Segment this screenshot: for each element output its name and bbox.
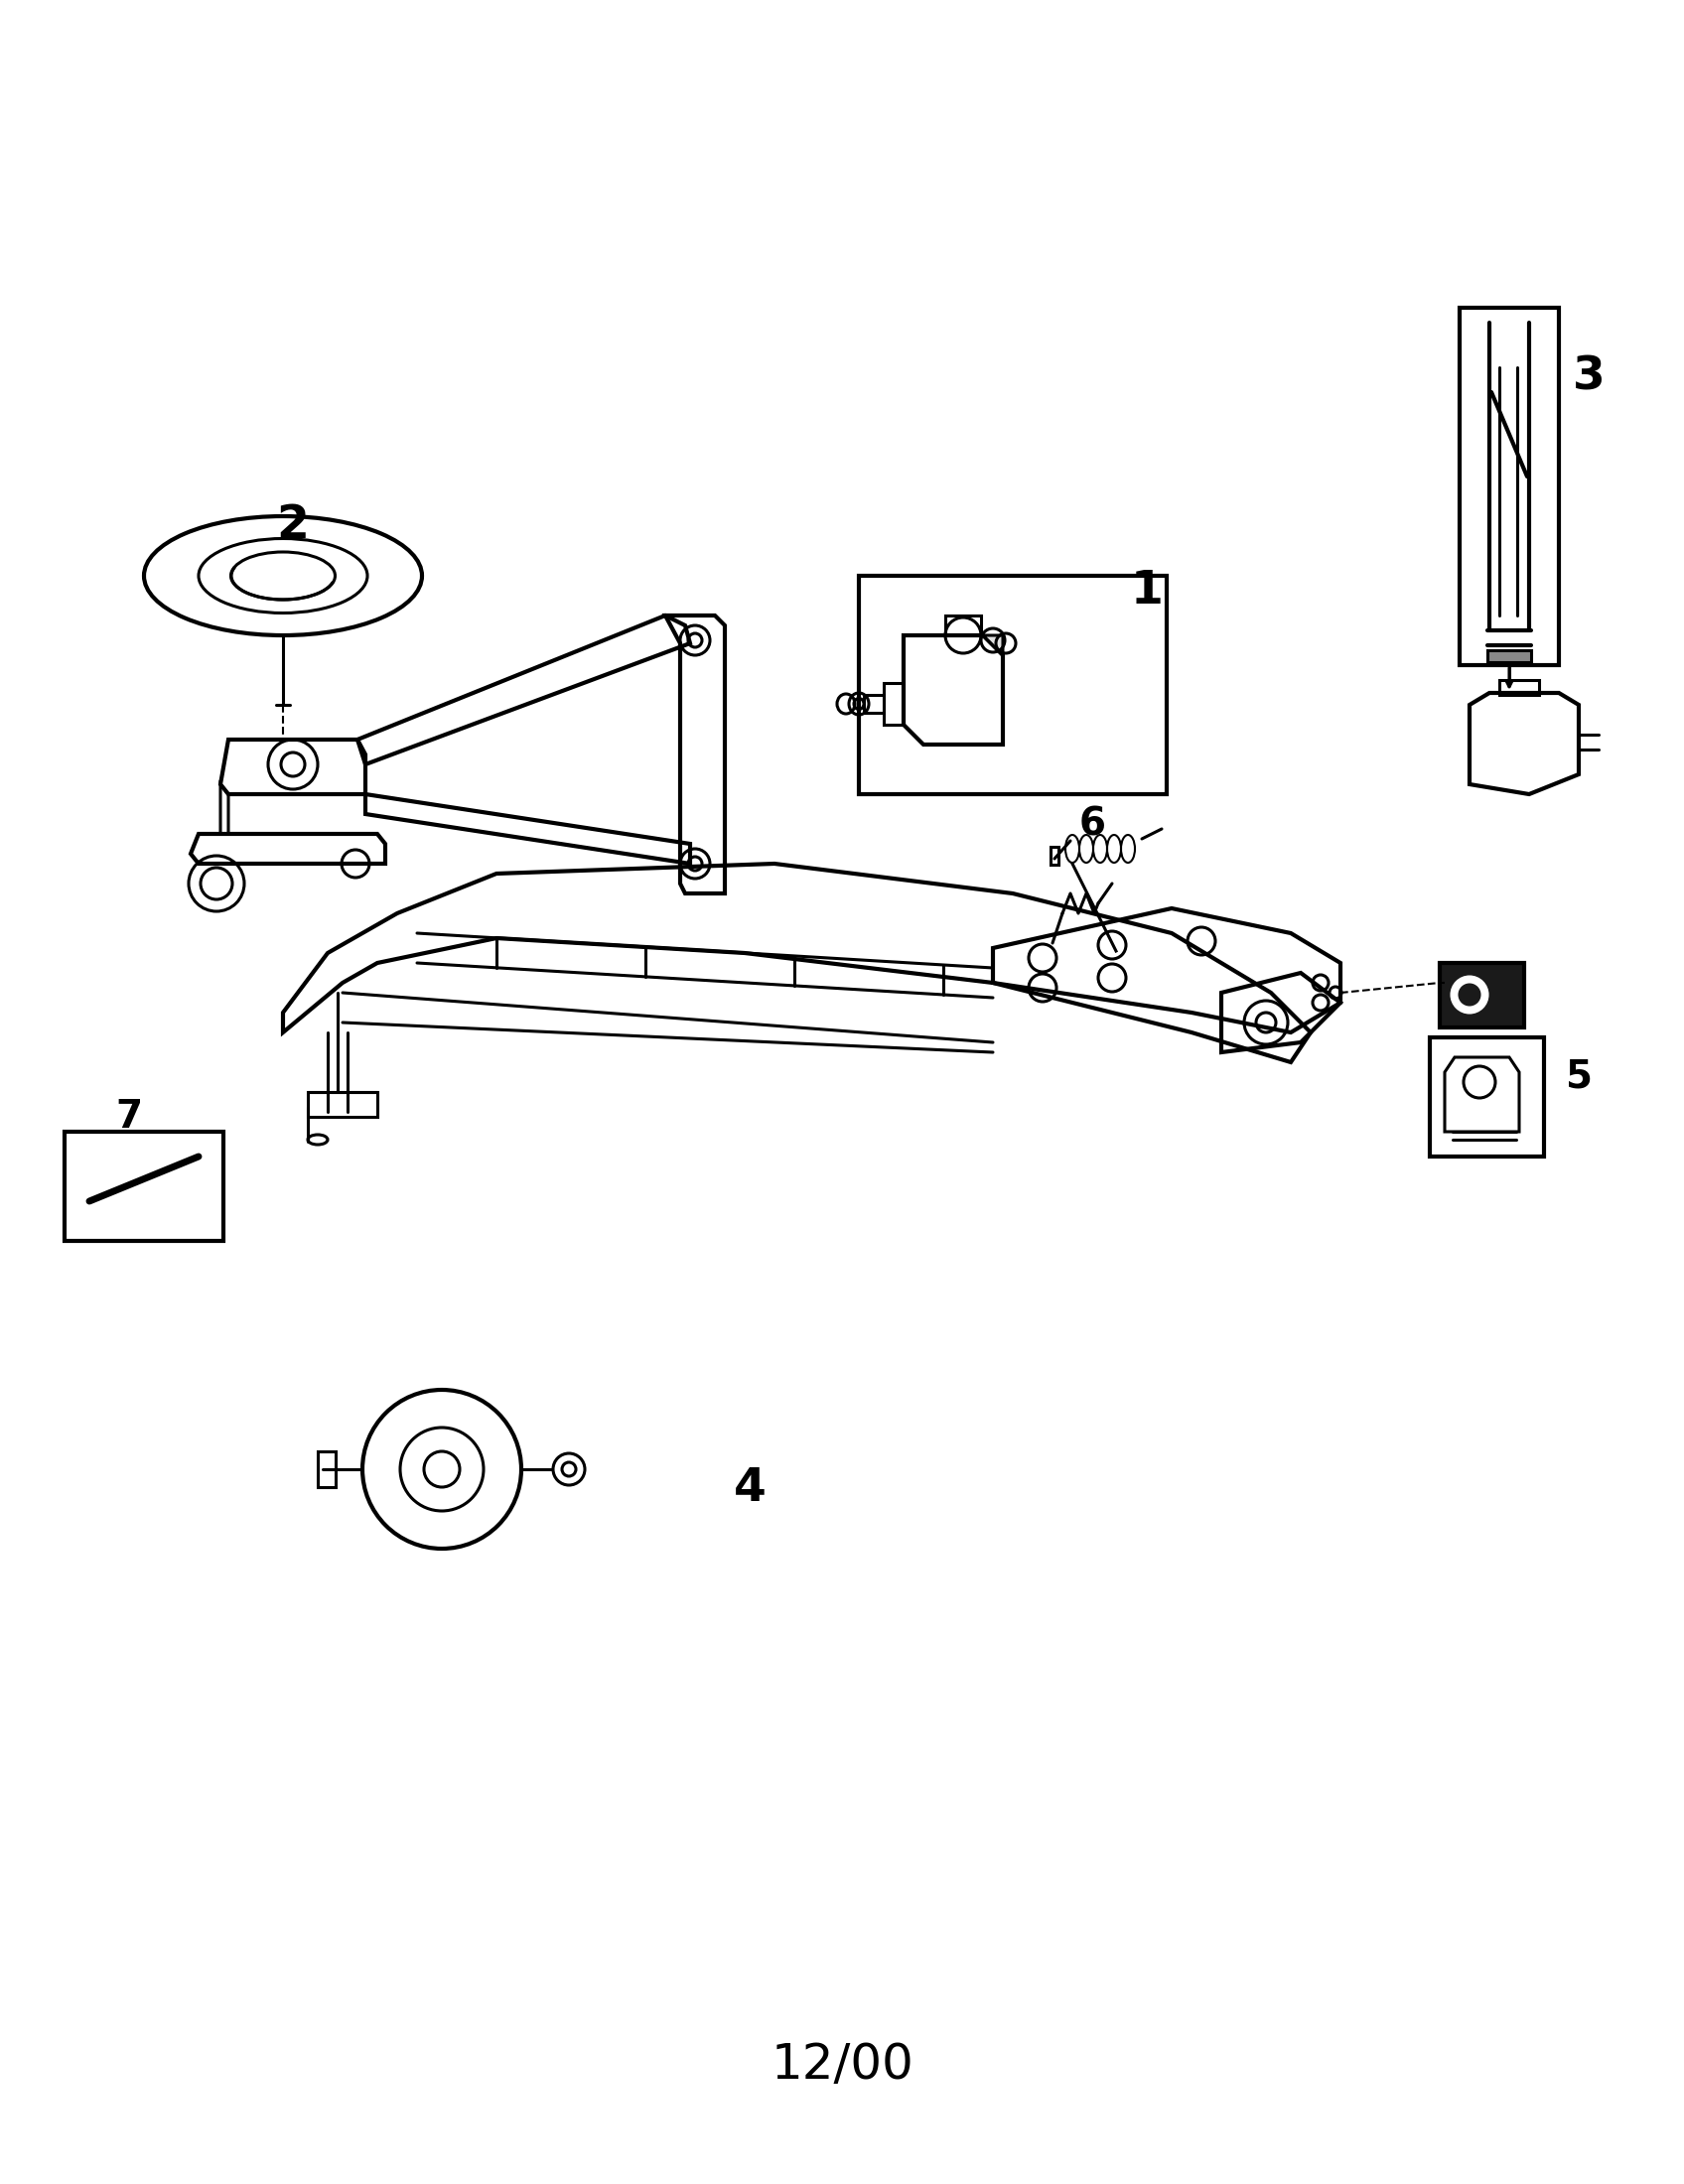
Polygon shape [983,636,1004,745]
Bar [318,1452,335,1487]
Bar [1499,679,1539,695]
Circle shape [1460,985,1480,1005]
Text: 1: 1 [1130,568,1164,614]
Text: 6: 6 [1079,806,1106,843]
Circle shape [1452,976,1487,1013]
Text: 7: 7 [116,1099,143,1136]
Bar [1460,308,1559,666]
Text: 12/00: 12/00 [771,2042,913,2088]
Text: 3: 3 [1573,354,1605,400]
Text: 4: 4 [733,1468,766,1511]
Bar [859,577,1167,795]
Bar [1051,847,1059,865]
Bar [64,1131,224,1241]
Bar [1487,651,1531,662]
Text: 5: 5 [1566,1059,1591,1096]
Bar [308,1092,377,1116]
Text: 2: 2 [276,505,310,548]
Bar [1430,1037,1544,1158]
Bar [1440,963,1524,1026]
